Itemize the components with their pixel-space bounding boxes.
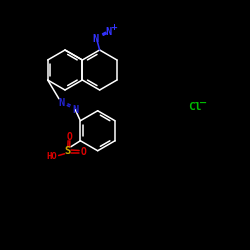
Text: −: − xyxy=(199,98,207,108)
Text: N: N xyxy=(105,27,111,37)
Text: N: N xyxy=(58,98,64,108)
Text: Cl: Cl xyxy=(188,102,202,113)
Text: O: O xyxy=(66,132,72,142)
Text: N: N xyxy=(72,104,78,115)
Text: +: + xyxy=(110,23,117,32)
Text: N: N xyxy=(92,34,98,44)
Text: S: S xyxy=(65,146,71,156)
Text: O: O xyxy=(80,147,86,157)
Text: HO: HO xyxy=(46,152,57,161)
